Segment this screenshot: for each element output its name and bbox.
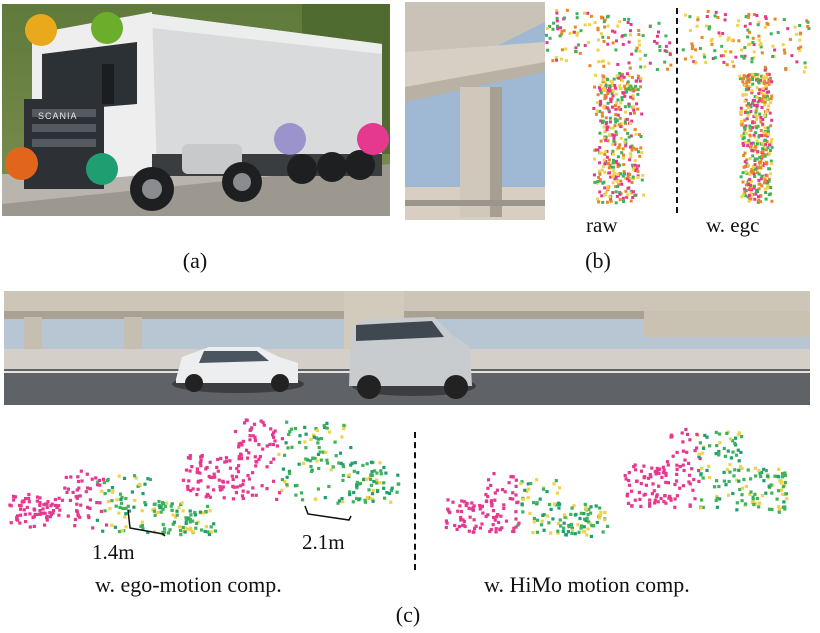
sensor-dot-trailer-rear bbox=[357, 123, 389, 155]
dim-label-large: 2.1m bbox=[302, 530, 345, 554]
divider-c bbox=[414, 432, 416, 570]
label-raw: raw bbox=[586, 213, 618, 237]
truck-brand-text: SCANIA bbox=[38, 111, 78, 121]
pointcloud-egc bbox=[681, 9, 811, 204]
dim-label-small: 1.4m bbox=[92, 540, 135, 564]
caption-b: (b) bbox=[585, 248, 611, 273]
bridge-photo bbox=[405, 2, 545, 220]
road-photo bbox=[4, 291, 810, 405]
sensor-dot-trailer-mid bbox=[274, 123, 306, 155]
sensor-dot-top-right bbox=[91, 12, 123, 44]
pointcloud-raw bbox=[545, 8, 673, 205]
label-himo-comp: w. HiMo motion comp. bbox=[484, 572, 690, 597]
sensor-dot-bottom-left bbox=[5, 147, 38, 180]
sensor-dot-bottom-center bbox=[86, 153, 118, 185]
label-egc: w. egc bbox=[706, 213, 760, 237]
pointcloud-ego-comp bbox=[8, 418, 401, 537]
dim-bracket-small bbox=[127, 509, 166, 537]
dim-bracket-large bbox=[304, 505, 352, 521]
truck-photo: SCANIA bbox=[2, 4, 390, 216]
label-ego-comp: w. ego-motion comp. bbox=[95, 572, 282, 597]
pointcloud-himo-comp bbox=[444, 427, 789, 538]
caption-a: (a) bbox=[182, 248, 208, 273]
divider-b bbox=[676, 8, 678, 213]
sensor-dot-top-left bbox=[25, 14, 57, 46]
caption-c: (c) bbox=[395, 602, 421, 627]
